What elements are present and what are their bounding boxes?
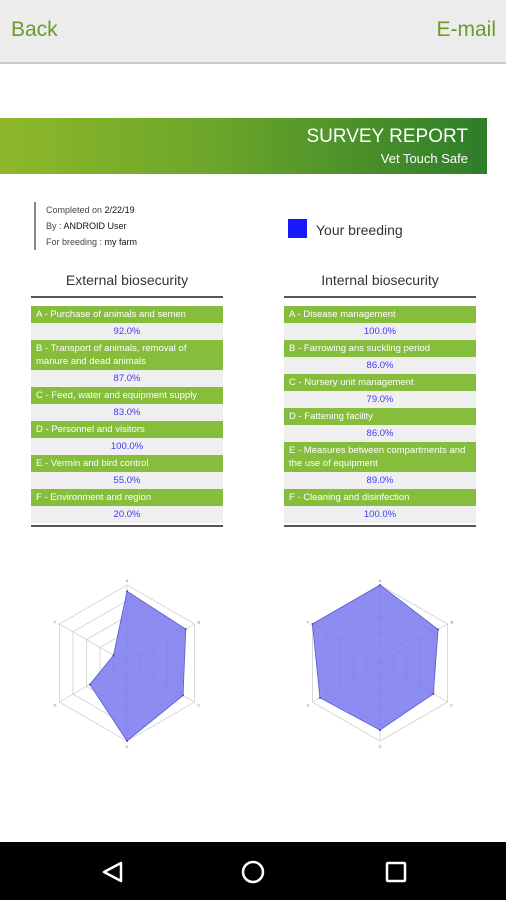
report-banner: SURVEY REPORT Vet Touch Safe (0, 118, 487, 174)
completed-date: 2/22/19 (104, 205, 135, 215)
internal-biosecurity-column: Internal biosecurity A - Disease managem… (284, 272, 476, 527)
item-score: 92.0% (31, 323, 223, 340)
radar-axis-label: A (379, 578, 382, 583)
item-name: F - Environment and region (31, 489, 223, 506)
survey-meta: Completed on 2/22/19 By : ANDROID User F… (34, 202, 137, 250)
radar-point-C (432, 692, 435, 695)
nav-home-icon[interactable] (241, 860, 265, 884)
radar-point-C (182, 694, 185, 697)
item-score: 100.0% (31, 438, 223, 455)
internal-item: D - Fattening facility 86.0% (284, 408, 476, 442)
radar-axis-label: F (307, 620, 310, 625)
radar-axis-label: E (54, 703, 57, 708)
radar-axis-label: D (126, 744, 129, 748)
radar-point-E (88, 683, 91, 686)
external-item: E - Vermin and bird control 55.0% (31, 455, 223, 489)
internal-item: B - Farrowing ans suckling period 86.0% (284, 340, 476, 374)
internal-biosecurity-title: Internal biosecurity (284, 272, 476, 298)
item-name: B - Farrowing ans suckling period (284, 340, 476, 357)
item-score: 83.0% (31, 404, 223, 421)
external-item: B - Transport of animals, removal of man… (31, 340, 223, 387)
back-button[interactable]: Back (11, 18, 58, 41)
external-item: F - Environment and region 20.0% (31, 489, 223, 523)
radar-axis-label: E (307, 703, 310, 708)
item-score: 55.0% (31, 472, 223, 489)
legend-swatch (288, 219, 307, 238)
internal-item: A - Disease management 100.0% (284, 306, 476, 340)
radar-axis-label: A (126, 578, 129, 583)
legend-label: Your breeding (316, 222, 403, 238)
radar-axis-label: B (198, 620, 201, 625)
item-score: 100.0% (284, 323, 476, 340)
nav-back-icon[interactable] (102, 861, 123, 883)
item-name: D - Fattening facility (284, 408, 476, 425)
internal-radar-chart: A B C D E F (307, 578, 454, 748)
external-item: A - Purchase of animals and semen 92.0% (31, 306, 223, 340)
item-score: 100.0% (284, 506, 476, 523)
item-score: 89.0% (284, 472, 476, 489)
radar-point-A (379, 584, 381, 586)
radar-point-B (184, 628, 187, 631)
external-biosecurity-column: External biosecurity A - Purchase of ani… (31, 272, 223, 527)
by-line: By : ANDROID User (46, 221, 127, 231)
item-score: 87.0% (31, 370, 223, 387)
item-score: 79.0% (284, 391, 476, 408)
radar-point-D (379, 729, 381, 732)
radar-axis-label: C (450, 703, 453, 708)
radar-point-F (311, 623, 314, 625)
item-score: 20.0% (31, 506, 223, 523)
radar-axis-label: C (197, 703, 200, 708)
item-name: C - Feed, water and equipment supply (31, 387, 223, 404)
item-name: E - Vermin and bird control (31, 455, 223, 472)
column-divider (31, 525, 223, 527)
nav-recents-icon[interactable] (385, 861, 407, 883)
item-name: C - Nursery unit management (284, 374, 476, 391)
radar-point-B (437, 628, 440, 631)
item-name: B - Transport of animals, removal of man… (31, 340, 223, 370)
item-score: 86.0% (284, 425, 476, 442)
radar-axis-label: B (451, 620, 454, 625)
item-name: F - Cleaning and disinfection (284, 489, 476, 506)
report-title: SURVEY REPORT (306, 126, 468, 147)
report-subtitle: Vet Touch Safe (380, 151, 468, 166)
external-radar-chart: A B C D E F (54, 578, 201, 748)
external-item: C - Feed, water and equipment supply 83.0… (31, 387, 223, 421)
email-button[interactable]: E-mail (436, 18, 496, 41)
radar-axis-label: D (379, 744, 382, 748)
external-item: D - Personnel and visitors 100.0% (31, 421, 223, 455)
top-app-bar: Back E-mail (0, 0, 506, 64)
completed-line: Completed on 2/22/19 (46, 205, 135, 215)
internal-item: E - Measures between compartments and th… (284, 442, 476, 489)
item-score: 86.0% (284, 357, 476, 374)
radar-point-E (318, 696, 321, 699)
item-name: E - Measures between compartments and th… (284, 442, 476, 472)
radar-series-area (312, 584, 439, 731)
internal-item: F - Cleaning and disinfection 100.0% (284, 489, 476, 523)
item-name: A - Disease management (284, 306, 476, 323)
column-divider (284, 525, 476, 527)
farm-name: my farm (104, 237, 138, 247)
external-biosecurity-title: External biosecurity (31, 272, 223, 298)
radar-axis-label: F (54, 620, 57, 625)
user-name: ANDROID User (63, 221, 127, 231)
radar-point-A (126, 590, 128, 593)
internal-item: C - Nursery unit management 79.0% (284, 374, 476, 408)
radar-point-F (112, 654, 115, 657)
radar-point-D (126, 740, 128, 742)
system-nav-bar (0, 842, 506, 900)
item-name: A - Purchase of animals and semen (31, 306, 223, 323)
nav-buttons (102, 860, 407, 884)
breeding-line: For breeding : my farm (46, 237, 138, 247)
item-name: D - Personnel and visitors (31, 421, 223, 438)
